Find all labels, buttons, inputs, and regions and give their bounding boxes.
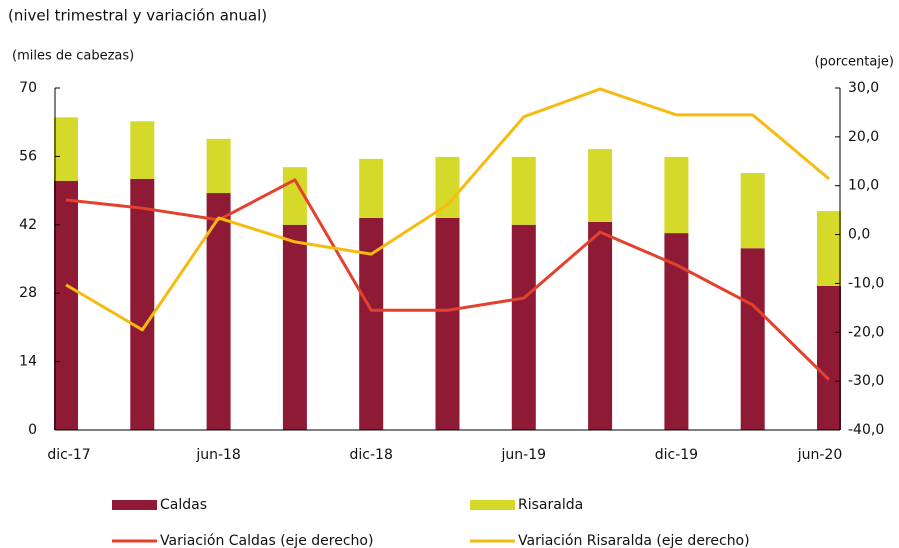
x-tick-label: dic-18: [350, 447, 393, 463]
legend-swatch: [112, 500, 157, 510]
y2-tick-label: -20,0: [848, 324, 884, 340]
y2-tick-label: 10,0: [848, 178, 879, 194]
bar: [817, 285, 841, 430]
x-tick-label: dic-19: [655, 447, 698, 463]
bar: [206, 193, 231, 430]
bar: [664, 156, 689, 234]
x-tick-label: jun-18: [195, 447, 241, 463]
bar: [359, 158, 384, 218]
chart-subtitle: (nivel trimestral y variación anual): [8, 7, 267, 25]
line-series: [65, 87, 830, 332]
x-tick-label: jun-20: [797, 447, 843, 463]
y2-tick-label: -40,0: [848, 422, 884, 438]
y2-tick-label: 0,0: [848, 227, 870, 243]
bar: [511, 224, 536, 430]
legend-label: Caldas: [160, 497, 207, 513]
y-tick-label: 56: [19, 148, 37, 164]
bar: [740, 173, 765, 249]
bar: [435, 156, 460, 218]
x-tick-label: dic-17: [47, 447, 90, 463]
y-tick-label: 28: [19, 285, 37, 301]
bar: [130, 121, 155, 179]
bar: [54, 117, 78, 181]
y2-axis-label: (porcentaje): [815, 55, 894, 70]
y2-tick-label: 30,0: [848, 80, 879, 96]
x-tick-label: jun-19: [501, 447, 547, 463]
legend-swatch: [470, 500, 515, 510]
y-tick-label: 70: [19, 80, 37, 96]
bar: [54, 180, 78, 430]
y2-tick-label: 20,0: [848, 129, 879, 145]
bar: [206, 138, 231, 194]
y-tick-label: 42: [19, 217, 37, 233]
y2-tick-label: -30,0: [848, 373, 884, 389]
bar: [817, 211, 841, 286]
y-tick-label: 14: [19, 354, 37, 370]
bar: [740, 248, 765, 430]
bar: [511, 156, 536, 225]
line-series: [65, 178, 831, 381]
bar: [588, 221, 613, 430]
legend-label: Variación Caldas (eje derecho): [160, 533, 373, 548]
y-axis-label: (miles de cabezas): [12, 49, 134, 64]
legend-label: Variación Risaralda (eje derecho): [518, 533, 750, 548]
y2-tick-label: -10,0: [848, 275, 884, 291]
y-tick-label: 0: [28, 422, 37, 438]
bar: [130, 178, 155, 430]
legend-label: Risaralda: [518, 497, 583, 513]
bar: [435, 217, 460, 430]
bar: [282, 224, 307, 430]
bar: [588, 149, 613, 222]
